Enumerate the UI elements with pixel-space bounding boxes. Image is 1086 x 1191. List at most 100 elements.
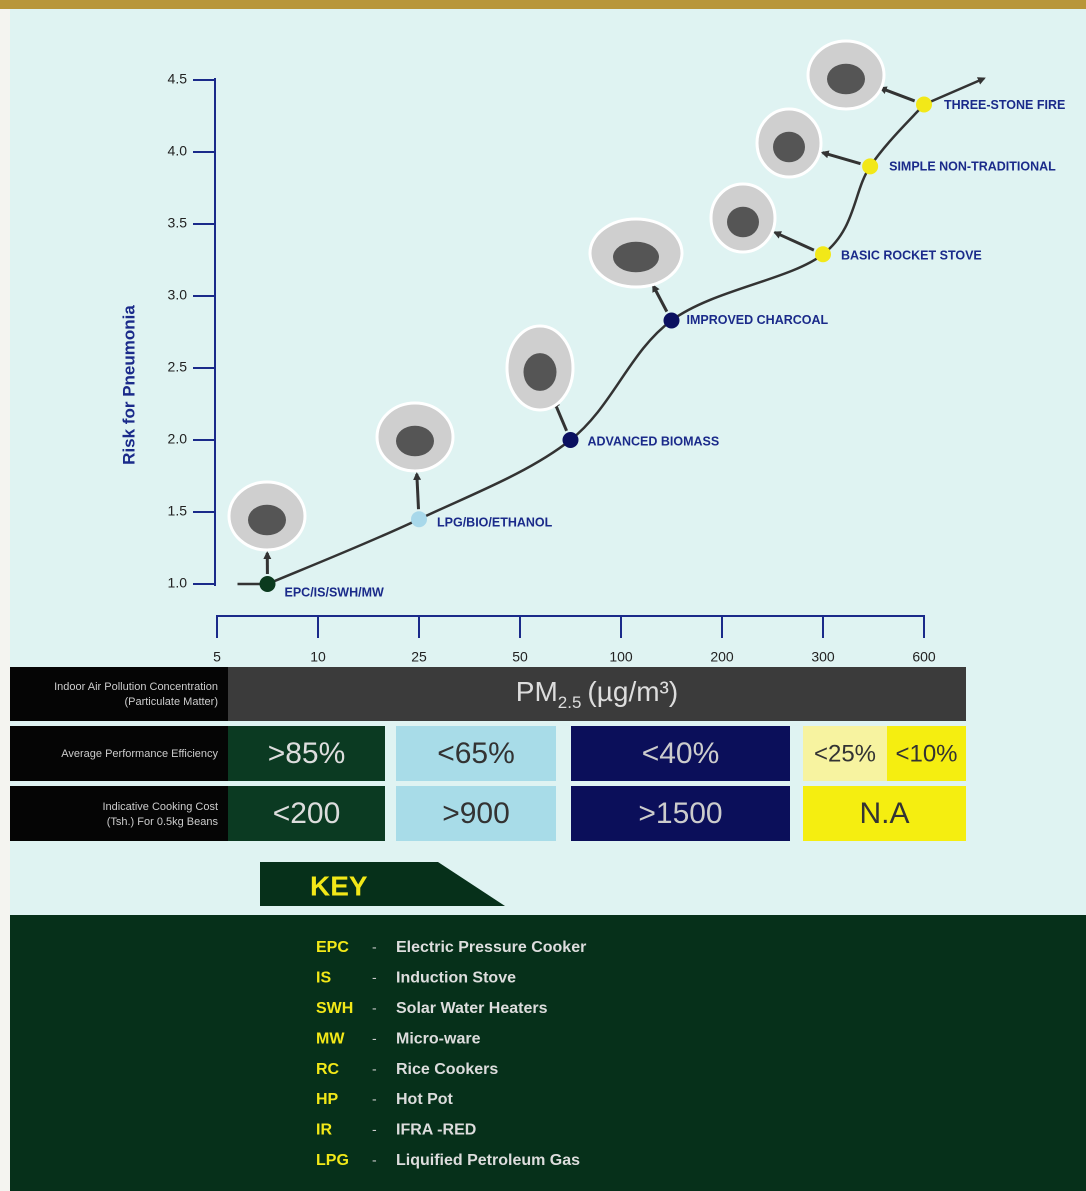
cell-text: >1500 [638, 797, 722, 830]
curve-tail [923, 77, 986, 106]
cell-text: N.A [859, 797, 909, 830]
row-label: Indicative Cooking Cost (Tsh.) For 0.5kg … [102, 801, 218, 828]
stove-icon-body [613, 241, 659, 273]
point-label: SIMPLE NON-TRADITIONAL [889, 160, 1056, 174]
row-label: Average Performance Efficiency [61, 748, 218, 760]
y-tick-label: 3.0 [168, 287, 188, 303]
stove-icon-body [827, 63, 865, 95]
icon-arrow [878, 86, 916, 103]
x-axis-title-pm: PM [516, 676, 558, 707]
key-abbr: RC [316, 1061, 340, 1078]
key-panel [10, 915, 1086, 1191]
cell-text: <25% [814, 740, 876, 767]
cell-text: >85% [268, 737, 346, 770]
point [663, 312, 680, 329]
cell-text: >900 [442, 797, 510, 830]
top-border [0, 0, 1086, 9]
stove-icon-body [727, 206, 759, 238]
x-axis-title-sub: 2.5 [558, 693, 582, 712]
table: Indoor Air Pollution Concentration (Parti… [10, 667, 966, 841]
cell-bg [396, 786, 556, 841]
key-dash: - [372, 969, 377, 985]
cell-text: <65% [437, 737, 515, 770]
plot: 1.0 1.5 2.0 2.5 3.0 3.5 4.0 4.5 5 10 25 50 100 200 300… [168, 39, 1065, 665]
y-tick-label: 2.5 [168, 359, 188, 375]
cell-bg [228, 786, 385, 841]
point [411, 511, 427, 528]
x-tick-label: 50 [512, 649, 528, 665]
icon-arrow [651, 283, 669, 313]
row-label-line: (Tsh.) For 0.5kg Beans [107, 816, 219, 828]
key-banner [260, 862, 505, 906]
stove-icon-body [248, 504, 286, 536]
cell-bg [803, 726, 887, 781]
point-label: IMPROVED CHARCOAL [687, 313, 829, 327]
y-axis-label: Risk for Pneumonia [119, 305, 138, 465]
y-tick-label: 2.0 [168, 431, 188, 447]
row-label-line: Indoor Air Pollution Concentration [54, 681, 218, 693]
point-label: EPC/IS/SWH/MW [285, 585, 385, 599]
x-tick-label: 600 [912, 649, 936, 665]
key-text: Rice Cookers [396, 1061, 498, 1078]
key-abbr: SWH [316, 1000, 353, 1017]
row-label-line: (Particulate Matter) [124, 696, 218, 708]
row-label-bg [10, 726, 228, 781]
key-dash: - [372, 1000, 377, 1016]
key-text: Hot Pot [396, 1091, 454, 1108]
stove-icon-body [773, 131, 805, 163]
cell-bg [571, 726, 790, 781]
y-tick-label: 3.5 [168, 215, 188, 231]
key-text: Electric Pressure Cooker [396, 939, 586, 956]
key-text: Liquified Petroleum Gas [396, 1152, 580, 1169]
key-text: IFRA -RED [396, 1122, 476, 1139]
point-label: LPG/BIO/ETHANOL [437, 515, 553, 529]
key-abbr: HP [316, 1091, 339, 1108]
y-tick-label: 1.0 [168, 575, 188, 591]
x-axis-title: PM2.5 (µg/m³) [516, 676, 678, 712]
cell-bg [228, 726, 385, 781]
row-label-bg [10, 667, 228, 721]
pm-header-bg [228, 667, 966, 721]
cell-bg [887, 726, 966, 781]
stove-icon-body [396, 425, 434, 457]
x-tick-label: 10 [310, 649, 326, 665]
point [916, 96, 932, 113]
point [815, 246, 831, 263]
row-label-bg [10, 786, 228, 841]
y-tick-label: 4.0 [168, 143, 188, 159]
row-label: Indoor Air Pollution Concentration (Parti… [54, 681, 218, 708]
key-dash: - [372, 1060, 377, 1076]
key-dash: - [372, 1152, 377, 1168]
point-label: THREE-STONE FIRE [944, 98, 1065, 112]
key-text: Solar Water Heaters [396, 1000, 548, 1017]
x-tick-label: 300 [811, 649, 835, 665]
key-abbr: MW [316, 1030, 345, 1047]
x-tick-label: 25 [411, 649, 427, 665]
y-tick-label: 1.5 [168, 503, 188, 519]
icon-arrow [820, 150, 861, 166]
key-dash: - [372, 1121, 377, 1137]
cell-text: <40% [642, 737, 720, 770]
point [259, 576, 276, 592]
x-axis-title-unit: (µg/m³) [587, 676, 678, 707]
key-abbr: EPC [316, 939, 349, 956]
cell-text: <10% [895, 740, 957, 767]
cell-bg [571, 786, 790, 841]
cell-text: <200 [273, 797, 341, 830]
key-text: Micro-ware [396, 1030, 481, 1047]
x-tick-label: 100 [609, 649, 633, 665]
key-dash: - [372, 939, 377, 955]
point [862, 158, 879, 175]
key: KEY EPC - Electric Pressure Cooker IS - Induct… [10, 862, 1086, 1191]
cell-bg [803, 786, 966, 841]
icon-arrow [413, 471, 422, 510]
key-abbr: IR [316, 1122, 332, 1139]
x-tick-label: 5 [213, 649, 221, 665]
key-abbr: IS [316, 970, 331, 987]
cell-bg [396, 726, 556, 781]
point [562, 432, 579, 448]
point-label: BASIC ROCKET STOVE [841, 249, 982, 263]
key-dash: - [372, 1030, 377, 1046]
key-text: Induction Stove [396, 970, 516, 987]
